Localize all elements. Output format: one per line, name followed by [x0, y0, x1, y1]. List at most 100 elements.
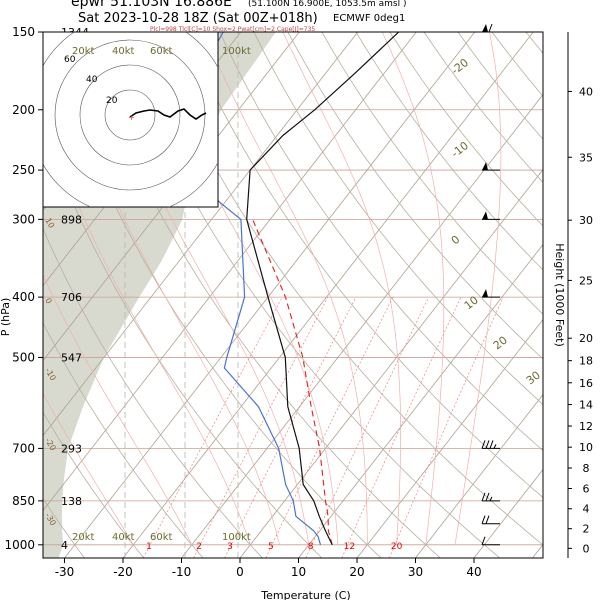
hodograph-speed-label: 60kt: [150, 46, 173, 57]
right-axis-label: Height (1000 Feet): [553, 243, 566, 347]
right-tick-label: 16: [579, 377, 593, 390]
wind-barb-pennant: [482, 211, 488, 220]
wind-barb-flag: [488, 23, 493, 33]
y-tick-label: 500: [12, 350, 35, 364]
hodograph-inset: 20kt 40kt 60kt 100kt 20 40 60 +: [42, 31, 251, 208]
hodograph-ring: [79, 64, 181, 166]
wind-speed-label: 100kt: [222, 532, 251, 543]
theta-label: 20: [491, 334, 510, 353]
mixing-ratio-label: 8: [308, 542, 314, 552]
wind-barb-flag: [481, 440, 486, 449]
x-tick-label: 10: [291, 565, 306, 579]
y-tick-label: 1000: [4, 538, 35, 552]
right-tick-label: 6: [583, 483, 590, 496]
isotherm-line: [473, 468, 543, 558]
wind-barb-half: [489, 496, 493, 502]
moist-adiabat-line: [143, 32, 339, 545]
title-station: epwr 51.103N 16.886E: [71, 0, 232, 10]
x-tick-label: 40: [466, 565, 481, 579]
dry-adiabat-line: [43, 497, 85, 558]
right-tick-label: 0: [583, 542, 590, 555]
title-location: (51.100N 16.900E, 1053.5m amsl ): [248, 0, 406, 9]
mixing-ratio-label: 3: [227, 542, 233, 552]
x-tick-label: -30: [55, 565, 75, 579]
axes: -30 -20 -10 0 10 20 30 401502002503004005007008…: [4, 23, 593, 579]
title-indices: Plcl=998 Tlcl[C]=10 Shox=2 Pwat[cm]=2 Ca…: [150, 26, 315, 33]
right-tick-label: 10: [579, 441, 593, 454]
parcel-trace: [252, 219, 333, 545]
isotherm-line: [122, 32, 534, 558]
mixing-ratio-line: [389, 296, 504, 558]
isotherm-line: [43, 32, 359, 437]
dry-adiabat-line: [185, 32, 543, 498]
isotherm-line: [239, 168, 543, 558]
wind-barb-flag: [481, 536, 486, 545]
dry-adiabat-label: 10: [43, 217, 56, 230]
wind-speed-label: 60kt: [150, 532, 173, 543]
y-tick-label: 200: [12, 103, 35, 117]
height-label: 293: [61, 442, 82, 455]
mixing-ratio-label: 2: [196, 542, 202, 552]
dry-adiabat-line: [43, 411, 145, 558]
right-tick-label: 30: [579, 214, 593, 227]
right-tick-label: 25: [579, 274, 593, 287]
wind-barb-flag: [485, 492, 490, 502]
right-tick-label: 35: [579, 151, 593, 164]
mixing-ratio-label: 20: [391, 542, 403, 552]
x-tick-label: -20: [113, 565, 133, 579]
dry-adiabat-line: [355, 32, 543, 271]
wind-barb-pennant: [482, 289, 488, 298]
right-tick-label: 40: [579, 85, 593, 98]
wind-barb-flag: [485, 440, 490, 449]
title-model: ECMWF 0deg1: [333, 13, 405, 24]
theta-label: 0: [449, 233, 463, 248]
theta-label: -20: [449, 56, 471, 77]
wind-barb-pennant: [482, 162, 488, 171]
mixing-ratio-line: [193, 296, 329, 558]
y-tick-label: 700: [12, 441, 35, 455]
right-tick-label: 14: [579, 399, 593, 412]
dry-adiabat-line: [287, 32, 543, 360]
hodograph-speed-label: 20kt: [72, 46, 95, 57]
theta-label: -10: [449, 139, 471, 160]
dry-adiabat-line: [389, 32, 543, 227]
moist-adiabat-line: [204, 32, 368, 545]
right-tick-label: 4: [583, 503, 590, 516]
hodograph-storm-marker: +: [128, 113, 135, 122]
wind-barb: [481, 492, 500, 502]
theta-label: 30: [524, 369, 543, 388]
title-time: Sat 2023-10-28 18Z (Sat 00Z+018h): [78, 11, 318, 26]
hodograph-speed-label: 100kt: [222, 46, 251, 57]
wind-barb-flag: [489, 440, 494, 449]
hodograph-ring: [54, 39, 206, 191]
theta-label: 10: [462, 294, 481, 313]
mixing-ratio-line: [265, 296, 394, 558]
dry-adiabat-line: [43, 227, 263, 558]
right-tick-label: 18: [579, 355, 593, 368]
mixing-ratio-label: 1: [146, 542, 152, 552]
wind-barb-flag: [481, 492, 486, 502]
dry-adiabat-line: [43, 124, 323, 558]
wind-barb: [482, 23, 500, 33]
wind-barb: [481, 515, 500, 525]
hodograph-trace: [129, 108, 207, 120]
wind-barb: [481, 536, 500, 546]
wind-speed-label: 40kt: [112, 532, 135, 543]
wind-barb-half: [493, 444, 497, 449]
y-tick-label: 250: [12, 163, 35, 177]
dry-adiabat-line: [43, 322, 204, 558]
x-tick-label: 30: [408, 565, 423, 579]
hodograph-ring-label: 20: [106, 96, 118, 106]
dry-adiabat-line: [457, 32, 543, 140]
dry-adiabat-line: [83, 32, 441, 558]
plot-frame: [42, 31, 544, 559]
hodograph-speed-label: 40kt: [112, 46, 135, 57]
isotherm-line: [356, 318, 543, 558]
height-label: 4: [61, 539, 68, 552]
hodograph-rings: [43, 32, 218, 207]
right-tick-label: 12: [579, 420, 593, 433]
x-tick-label: -10: [172, 565, 192, 579]
isotherm-line: [0, 32, 7, 558]
